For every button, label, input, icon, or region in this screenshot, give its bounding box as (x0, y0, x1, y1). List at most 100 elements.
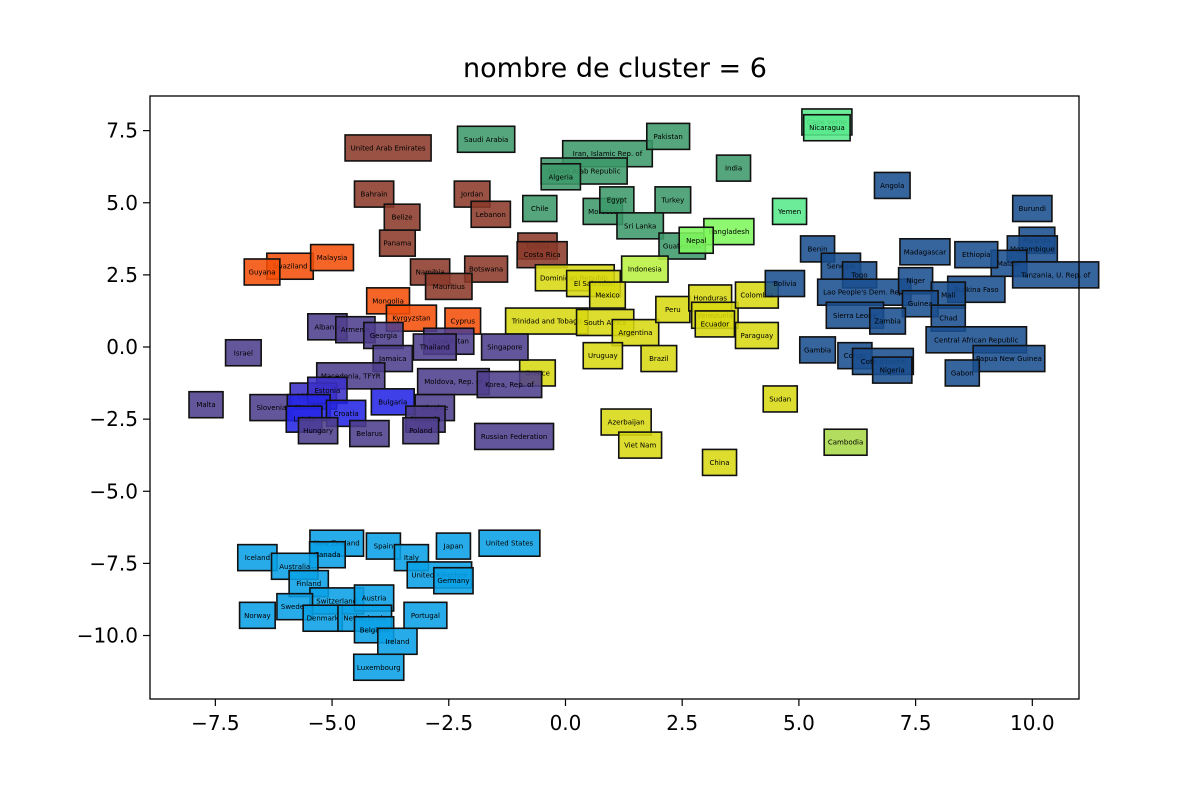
point-box (655, 295, 691, 324)
point-label: Ecuador (701, 320, 730, 328)
y-tick-label: −5.0 (89, 479, 138, 503)
data-point: Nigeria (871, 356, 913, 384)
point-label: Guinea (908, 300, 933, 308)
point-label: Senegal (827, 263, 855, 271)
point-label: Chad (939, 315, 957, 323)
point-label: Cyprus (451, 318, 476, 326)
point-label: Bulgaria (378, 398, 407, 406)
point-label: Azerbaijan (608, 419, 645, 427)
data-point: Guinea (901, 289, 939, 318)
data-point: United States (478, 529, 541, 558)
point-label: Belize (392, 214, 413, 222)
data-point: Panama (378, 229, 417, 257)
data-point: Papua New Guinea (972, 344, 1046, 373)
point-label: Estonia (315, 387, 341, 395)
data-point: Poland (402, 416, 440, 445)
point-box (352, 653, 405, 682)
point-label: Burkina Faso (954, 286, 999, 294)
point-box (701, 448, 738, 477)
point-box (1011, 194, 1053, 223)
point-label: India (725, 165, 742, 173)
plot-frame (149, 95, 1080, 700)
point-label: Japan (443, 543, 464, 551)
data-point: United Arab Emirates (344, 134, 432, 162)
point-label: Albania (314, 323, 340, 331)
data-point: Algeria (540, 162, 582, 191)
point-box (611, 318, 660, 347)
point-box (403, 601, 448, 630)
data-point: Burundi (1011, 194, 1053, 223)
y-tick-label: −7.5 (89, 551, 138, 575)
point-label: Trinidad and Tobago (511, 318, 582, 326)
point-box (412, 333, 457, 361)
point-box (504, 307, 589, 335)
point-box (764, 269, 806, 298)
point-label: Canada (314, 551, 341, 559)
point-label: Sierra Leone (833, 312, 877, 320)
point-label: Cambodia (828, 439, 863, 447)
point-label: Nepal (686, 237, 706, 245)
point-label: Papua New Guinea (976, 355, 1042, 363)
x-tick-label: −7.5 (191, 711, 240, 735)
point-label: Syrian Arab Republic (548, 168, 621, 176)
data-point: Kyrgyzstan (385, 304, 438, 332)
data-point: Hungary (297, 416, 339, 445)
point-box (540, 162, 582, 191)
point-label: Jamaica (378, 355, 407, 363)
data-point: Gambia (798, 336, 837, 364)
point-box (972, 344, 1046, 373)
point-label: Gabon (951, 369, 974, 377)
point-label: Finland (296, 580, 321, 588)
data-point: Peru (655, 295, 691, 324)
point-box (798, 336, 837, 364)
data-point: Argentina (611, 318, 660, 347)
point-label: Brazil (649, 355, 669, 363)
axes: −7.5 −5.0 −2.5 0.0 2.5 5.0 7.5 10.0 −10.0 −7.5 −5.… (77, 119, 1055, 735)
x-tick-label: −2.5 (424, 711, 473, 735)
point-label: Sweden (281, 603, 309, 611)
point-box (600, 408, 652, 436)
point-box (823, 428, 868, 457)
data-point: Belize (383, 203, 421, 231)
data-point: Niger (897, 266, 934, 295)
x-tick-label: 0.0 (550, 711, 582, 735)
point-label: Australia (279, 563, 310, 571)
y-tick-label: −2.5 (89, 407, 138, 431)
data-point: Belarus (349, 419, 390, 448)
point-label: Pakistan (654, 133, 683, 141)
data-point: China (701, 448, 738, 477)
point-box (476, 370, 543, 399)
point-label: Niger (906, 277, 925, 285)
data-point: Lebanon (470, 200, 512, 229)
point-label: Togo (851, 271, 868, 279)
point-label: Viet Nam (624, 442, 656, 450)
data-point: Brazil (640, 344, 678, 373)
y-tick-label: −10.0 (77, 624, 138, 648)
point-label: Austria (362, 595, 387, 603)
data-point: Botswana (463, 255, 509, 283)
data-point: Yemen (771, 197, 808, 226)
point-box (363, 321, 404, 350)
data-point: Bolivia (764, 269, 806, 298)
point-box (238, 601, 276, 630)
point-label: Mali (941, 292, 955, 300)
point-box (456, 125, 516, 154)
y-tick-label: 0.0 (106, 335, 138, 359)
point-label: Paraguay (741, 332, 774, 340)
point-label: Poland (409, 427, 432, 435)
point-label: Iceland (245, 554, 270, 562)
point-box (771, 197, 808, 226)
plot-marks: United Arab Emirates Bahrain Belize Panama J… (188, 108, 1100, 682)
point-box (344, 134, 432, 162)
point-label: Nigeria (880, 367, 905, 375)
point-label: Tanzania, U. Rep. of (1020, 271, 1091, 279)
point-label: Egypt (607, 196, 627, 204)
point-label: Uruguay (588, 352, 618, 360)
point-label: Costa Rica (524, 251, 561, 259)
data-point: Georgia (363, 321, 404, 350)
point-label: Argentina (618, 329, 652, 337)
point-box (1011, 261, 1100, 289)
data-point: Turkey (654, 186, 692, 214)
point-label: Armenia (341, 326, 370, 334)
point-label: Luxembourg (357, 664, 401, 672)
